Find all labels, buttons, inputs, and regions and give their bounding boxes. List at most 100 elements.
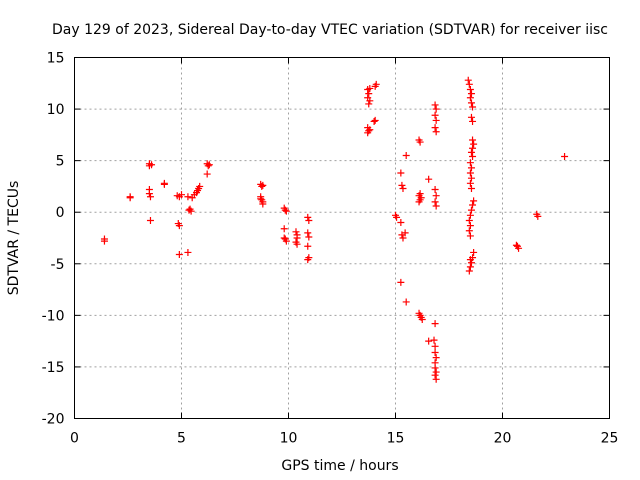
y-tick-label: -20 [42,412,65,428]
data-point [175,222,183,230]
y-tick-label: -15 [42,360,65,376]
data-point [146,216,154,224]
data-point [126,194,134,202]
data-points [100,76,569,383]
x-tick-label: 10 [280,431,298,447]
data-point [466,256,474,264]
grid [74,57,610,419]
data-point [259,200,267,208]
data-point [469,136,477,144]
data-point [280,225,288,233]
data-point [430,336,438,344]
data-point [146,193,154,201]
data-point [425,337,433,345]
data-point [432,202,440,210]
data-point [402,298,410,306]
data-point [304,213,312,221]
data-point [365,100,373,108]
data-point [397,278,405,286]
data-point [467,113,475,121]
data-point [178,191,185,199]
data-point [470,248,478,256]
data-point [203,170,211,178]
data-point [512,241,520,249]
x-tick-label: 15 [387,431,405,447]
data-point [465,216,473,224]
data-point [372,80,380,88]
data-point [305,233,313,241]
data-point [466,211,474,219]
data-point [466,222,474,230]
x-tick-label: 0 [70,431,79,447]
data-point [393,213,401,221]
data-point [466,263,474,271]
data-point [431,111,439,119]
data-point [431,364,439,372]
data-point [431,101,439,109]
x-tick-label: 5 [177,431,186,447]
data-point [415,198,423,206]
data-point [431,124,439,132]
data-point [371,116,379,124]
y-tick-label: -5 [51,257,65,273]
data-point [399,234,407,242]
data-point [258,182,266,190]
data-point [304,229,312,237]
data-point [280,234,288,242]
data-point [466,85,474,93]
data-point [100,237,108,245]
data-point [365,90,373,98]
data-point [259,181,267,189]
data-point [397,169,405,177]
data-point [399,184,407,192]
y-axis-label: SDTVAR / TECUs [6,181,22,296]
data-point [467,206,475,214]
data-point [416,138,424,146]
data-point [465,80,473,88]
data-point [432,192,440,200]
data-point [175,251,183,259]
data-point [257,195,265,203]
data-point [466,179,474,187]
data-point [469,201,477,209]
data-point [469,153,477,161]
data-point [467,90,475,98]
y-tick-label: 10 [47,102,65,118]
data-point [402,151,410,159]
data-point [432,128,440,136]
data-point [466,94,474,102]
data-point [184,193,192,201]
y-tick-label: 0 [56,205,65,221]
data-point [467,99,475,107]
y-tick-label: 5 [56,154,65,170]
data-point [431,348,439,356]
data-point [417,194,425,202]
data-point [561,153,569,161]
data-point [397,219,405,227]
data-point [467,184,475,192]
data-point [431,320,439,328]
data-point [469,144,477,152]
data-point [204,162,212,170]
data-point [401,229,409,237]
data-point [145,190,153,198]
data-point [467,164,475,172]
data-point [465,267,473,275]
data-point [431,186,439,194]
data-point [470,197,478,205]
data-point [467,174,475,182]
data-point [469,103,477,111]
data-point [425,175,433,183]
data-point [148,161,156,169]
data-point [366,84,374,92]
data-point [466,169,474,177]
data-point [466,159,474,167]
data-point [470,140,478,148]
data-point [370,117,378,125]
data-point [418,315,426,323]
x-axis-label: GPS time / hours [281,458,398,474]
data-point [466,232,474,240]
data-point [282,207,290,215]
chart-title: Day 129 of 2023, Sidereal Day-to-day VTE… [52,22,608,38]
